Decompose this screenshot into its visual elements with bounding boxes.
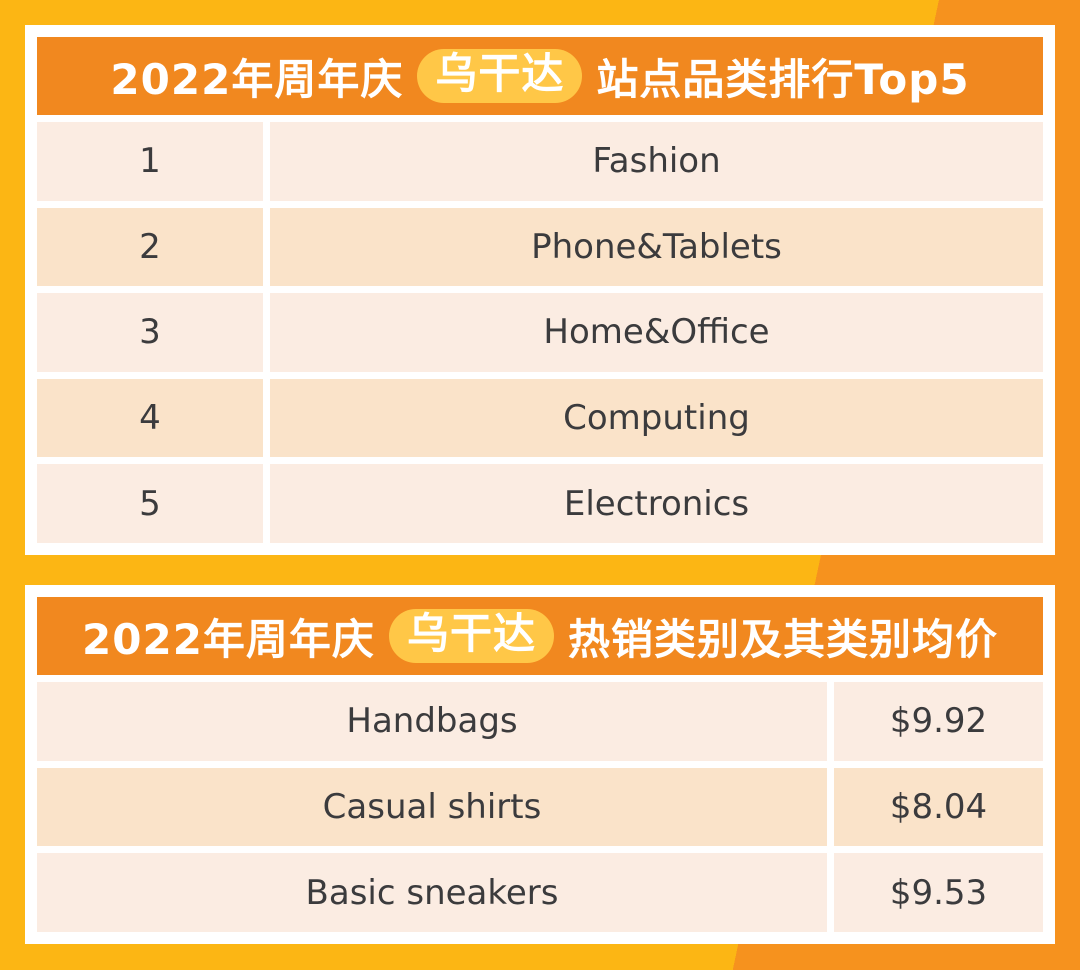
category-cell: Fashion [270,122,1043,201]
top5-ranking-table-card: 2022年周年庆 乌干达 站点品类排行Top5 1 Fashion 2 Phon… [25,25,1055,555]
price-cell: $9.53 [834,853,1043,933]
title-suffix: 热销类别及其类别均价 [567,614,998,664]
title-suffix: 站点品类排行Top5 [596,54,970,104]
table-row: Basic sneakers $9.53 [37,853,1043,933]
table-row: 5 Electronics [37,464,1043,543]
table-row: 1 Fashion [37,122,1043,201]
table-row: 3 Home&Office [37,293,1043,372]
category-price-table-card: 2022年周年庆 乌干达 热销类别及其类别均价 Handbags $9.92 C… [25,585,1055,944]
rank-cell: 1 [37,122,263,201]
table-row: 2 Phone&Tablets [37,207,1043,287]
category-cell: Home&Office [270,293,1043,372]
rank-cell: 5 [37,464,263,543]
country-badge: 乌干达 [388,608,554,664]
price-cell: $8.04 [834,767,1043,847]
category-cell: Basic sneakers [37,853,827,933]
category-cell: Phone&Tablets [270,207,1043,287]
category-cell: Electronics [270,464,1043,543]
table-row: Casual shirts $8.04 [37,767,1043,847]
category-cell: Computing [270,378,1043,458]
table-row: Handbags $9.92 [37,682,1043,761]
title-prefix: 2022年周年庆 [82,614,375,664]
table-row: 4 Computing [37,378,1043,458]
rank-cell: 4 [37,378,263,458]
top5-table-title: 2022年周年庆 乌干达 站点品类排行Top5 [37,37,1043,115]
category-cell: Casual shirts [37,767,827,847]
category-cell: Handbags [37,682,827,761]
rank-cell: 3 [37,293,263,372]
rank-cell: 2 [37,207,263,287]
country-badge: 乌干达 [417,48,583,104]
title-prefix: 2022年周年庆 [110,54,404,104]
price-table-title: 2022年周年庆 乌干达 热销类别及其类别均价 [37,597,1043,675]
price-cell: $9.92 [834,682,1043,761]
